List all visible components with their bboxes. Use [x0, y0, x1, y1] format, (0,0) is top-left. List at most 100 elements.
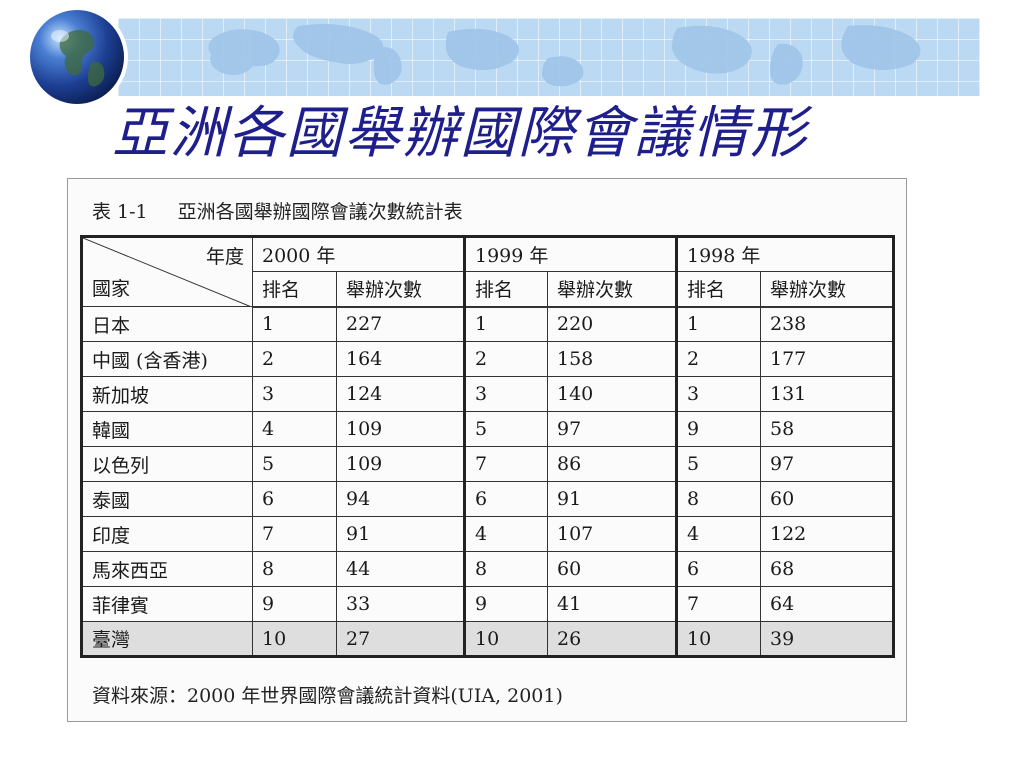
table-body: 日本 1 227 1 220 1 238 中國 (含香港) 2 164 2 158 2 177 新加坡 3 12…: [81, 306, 894, 657]
count-header: 舉辦次數: [760, 271, 894, 308]
rank-cell: 2: [675, 341, 761, 377]
rank-cell: 2: [463, 341, 548, 377]
globe-logo: [30, 10, 124, 104]
country-cell: 泰國: [81, 481, 253, 517]
rank-cell: 5: [463, 411, 548, 447]
rank-header: 排名: [463, 271, 548, 308]
rank-cell: 8: [675, 481, 761, 517]
count-cell: 41: [547, 586, 677, 622]
table-row: 臺灣 10 27 10 26 10 39: [81, 621, 894, 657]
rank-cell: 4: [252, 411, 337, 447]
table-row: 印度 7 91 4 107 4 122: [81, 516, 894, 552]
count-cell: 68: [760, 551, 894, 587]
count-cell: 164: [336, 341, 465, 377]
rank-cell: 3: [463, 376, 548, 412]
count-cell: 39: [760, 621, 894, 657]
count-cell: 109: [336, 446, 465, 482]
rank-cell: 3: [252, 376, 337, 412]
table-row: 中國 (含香港) 2 164 2 158 2 177: [81, 341, 894, 377]
table-row: 日本 1 227 1 220 1 238: [81, 306, 894, 342]
world-map-decoration: [208, 24, 921, 87]
count-cell: 238: [760, 306, 894, 342]
count-cell: 124: [336, 376, 465, 412]
sub-header-row: 排名 舉辦次數 排名 舉辦次數 排名 舉辦次數: [82, 271, 894, 308]
year-header-2000: 2000 年: [252, 236, 465, 272]
rank-cell: 5: [675, 446, 761, 482]
rank-cell: 10: [463, 621, 548, 657]
count-cell: 177: [760, 341, 894, 377]
country-cell: 日本: [81, 306, 253, 342]
country-cell: 印度: [81, 516, 253, 552]
rank-cell: 3: [675, 376, 761, 412]
conference-stats-table: 年度 國家 2000 年 1999 年 1998 年 排名 舉辦次數 排名 舉辦…: [80, 235, 895, 658]
rank-cell: 10: [252, 621, 337, 657]
count-cell: 27: [336, 621, 465, 657]
rank-cell: 7: [463, 446, 548, 482]
header-banner: [118, 18, 980, 96]
count-header: 舉辦次數: [336, 271, 465, 308]
rank-cell: 1: [675, 306, 761, 342]
table-image: 表 1-1 亞洲各國舉辦國際會議次數統計表 年度 國家 2000 年 1999 年…: [67, 178, 907, 722]
rank-header: 排名: [252, 271, 337, 308]
rank-cell: 5: [252, 446, 337, 482]
corner-country-label: 國家: [92, 278, 131, 300]
count-header: 舉辦次數: [547, 271, 677, 308]
table-caption: 表 1-1 亞洲各國舉辦國際會議次數統計表: [92, 197, 463, 224]
count-cell: 64: [760, 586, 894, 622]
year-header-1999: 1999 年: [463, 236, 677, 272]
rank-cell: 4: [675, 516, 761, 552]
count-cell: 97: [760, 446, 894, 482]
count-cell: 91: [547, 481, 677, 517]
count-cell: 33: [336, 586, 465, 622]
count-cell: 58: [760, 411, 894, 447]
count-cell: 140: [547, 376, 677, 412]
table-row: 韓國 4 109 5 97 9 58: [81, 411, 894, 447]
rank-cell: 9: [463, 586, 548, 622]
count-cell: 227: [336, 306, 465, 342]
count-cell: 26: [547, 621, 677, 657]
country-cell: 菲律賓: [81, 586, 253, 622]
rank-cell: 6: [252, 481, 337, 517]
count-cell: 158: [547, 341, 677, 377]
rank-cell: 1: [252, 306, 337, 342]
corner-header-cell: 年度 國家: [81, 236, 253, 307]
count-cell: 44: [336, 551, 465, 587]
table-row: 泰國 6 94 6 91 8 60: [81, 481, 894, 517]
corner-year-label: 年度: [205, 246, 244, 268]
rank-cell: 4: [463, 516, 548, 552]
count-cell: 107: [547, 516, 677, 552]
rank-cell: 7: [252, 516, 337, 552]
globe-continents: [51, 29, 105, 87]
count-cell: 60: [547, 551, 677, 587]
year-header-row: 年度 國家 2000 年 1999 年 1998 年: [81, 236, 894, 307]
rank-cell: 10: [675, 621, 761, 657]
rank-cell: 7: [675, 586, 761, 622]
diagonal-divider: [83, 238, 250, 306]
country-cell: 韓國: [81, 411, 253, 447]
table-row: 新加坡 3 124 3 140 3 131: [81, 376, 894, 412]
year-header-1998: 1998 年: [675, 236, 894, 272]
rank-cell: 9: [675, 411, 761, 447]
country-cell: 馬來西亞: [81, 551, 253, 587]
count-cell: 220: [547, 306, 677, 342]
source-note: 資料來源：2000 年世界國際會議統計資料(UIA, 2001): [92, 685, 563, 707]
rank-cell: 9: [252, 586, 337, 622]
count-cell: 94: [336, 481, 465, 517]
table-caption-label: 表 1-1: [92, 201, 148, 223]
country-cell: 臺灣: [81, 621, 253, 657]
table-caption-title: 亞洲各國舉辦國際會議次數統計表: [177, 201, 463, 223]
table-row: 以色列 5 109 7 86 5 97: [81, 446, 894, 482]
count-cell: 60: [760, 481, 894, 517]
rank-cell: 1: [463, 306, 548, 342]
country-cell: 新加坡: [81, 376, 253, 412]
table-row: 馬來西亞 8 44 8 60 6 68: [81, 551, 894, 587]
count-cell: 109: [336, 411, 465, 447]
count-cell: 122: [760, 516, 894, 552]
rank-cell: 6: [675, 551, 761, 587]
rank-cell: 6: [463, 481, 548, 517]
count-cell: 91: [336, 516, 465, 552]
rank-cell: 8: [252, 551, 337, 587]
slide-title: 亞洲各國舉辦國際會議情形: [112, 101, 808, 166]
table-row: 菲律賓 9 33 9 41 7 64: [81, 586, 894, 622]
rank-cell: 8: [463, 551, 548, 587]
